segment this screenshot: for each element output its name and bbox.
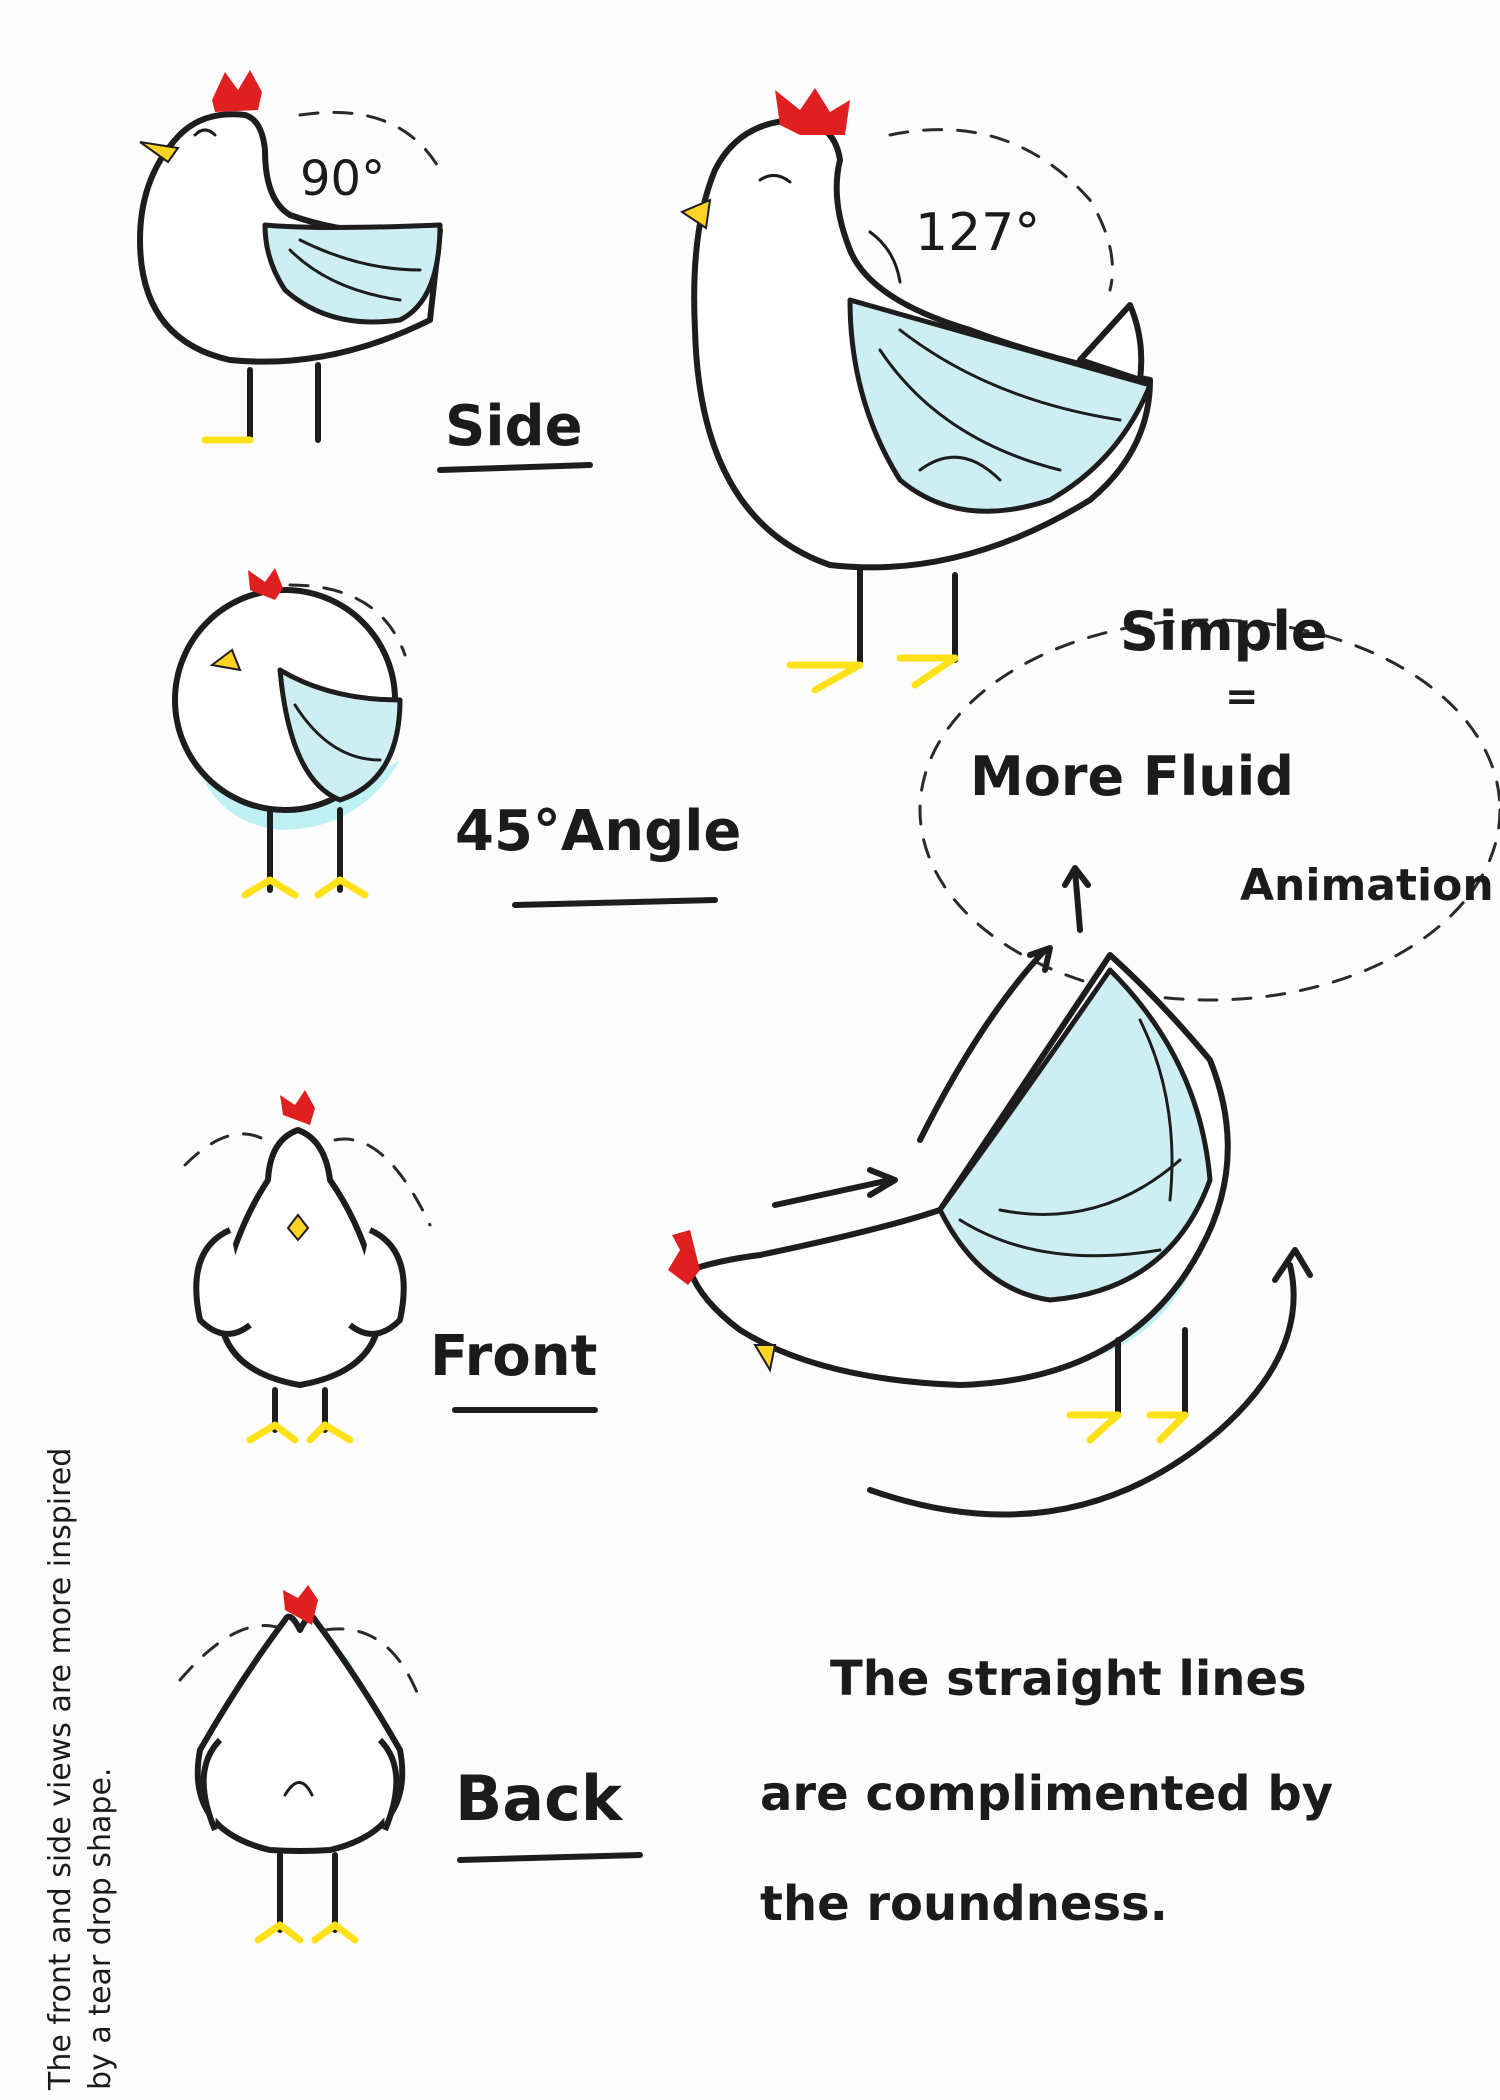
bubble-line-2: = xyxy=(1225,674,1259,720)
chicken-side-large-angle-arc xyxy=(888,128,1114,292)
chicken-45-feet xyxy=(241,876,369,899)
thought-bubble: Simple = More Fluid Animation xyxy=(918,600,1500,1002)
label-side: Side xyxy=(445,394,583,459)
chicken-animated-wing xyxy=(937,967,1213,1303)
chicken-front-legs xyxy=(272,1387,328,1433)
label-front: Front xyxy=(430,1324,597,1389)
chicken-animated-feet xyxy=(1066,1411,1189,1444)
chicken-back-left-wing xyxy=(200,1737,223,1832)
chicken-front-comb xyxy=(280,1090,315,1125)
chicken-animated-legs xyxy=(1115,1327,1188,1418)
chicken-45-angle-arc xyxy=(288,583,407,657)
chicken-front-right-wing xyxy=(348,1227,407,1337)
chicken-back-tail-mark xyxy=(283,1781,314,1797)
chicken-side-small-wing xyxy=(262,222,443,325)
chicken-back-feet xyxy=(254,1921,359,1944)
chicken-back xyxy=(178,1585,422,1944)
chicken-animated-comb xyxy=(668,1230,700,1285)
bubble-line-3: More Fluid xyxy=(970,745,1294,808)
chicken-side-large-comb xyxy=(775,88,850,135)
chicken-front xyxy=(183,1090,432,1444)
chicken-front-left-wing xyxy=(193,1227,252,1337)
chicken-back-body xyxy=(194,1613,406,1854)
chicken-animated-arrow-back xyxy=(917,945,1053,1143)
chicken-side-small-legs xyxy=(247,362,321,443)
chicken-side-small: 90° xyxy=(137,70,443,444)
note-bottom-right-line-2: are complimented by xyxy=(760,1766,1333,1822)
note-bottom-right: The straight lines are complimented by t… xyxy=(760,1651,1333,1932)
chicken-side-large-angle-label: 127° xyxy=(915,203,1040,263)
chicken-45-angle xyxy=(172,568,407,899)
chicken-side-small-angle-arc xyxy=(298,110,442,172)
label-45-angle: 45°Angle xyxy=(455,799,741,864)
note-margin-line-2: by a tear drop shape. xyxy=(83,1768,118,2090)
chicken-45-comb xyxy=(248,568,283,600)
chicken-45-feather-lines xyxy=(293,703,382,762)
chicken-side-large-tail xyxy=(1077,302,1145,383)
chicken-side-large-feet xyxy=(786,654,959,694)
chicken-side-large-eye xyxy=(758,174,792,184)
chicken-animated-pose xyxy=(668,865,1313,1518)
note-margin-line-1: The front and side views are more inspir… xyxy=(43,1448,78,2091)
chicken-side-large-angle-tick xyxy=(868,230,902,284)
chicken-back-guide-arc xyxy=(178,1624,422,1702)
note-margin: The front and side views are more inspir… xyxy=(43,1448,118,2091)
chicken-animated-feather-lines xyxy=(958,1018,1182,1258)
chicken-back-legs xyxy=(277,1852,338,1933)
chicken-back-comb xyxy=(283,1585,318,1625)
chicken-side-large-legs xyxy=(857,567,958,668)
chicken-side-large-wing xyxy=(847,297,1153,514)
chicken-front-guide-arc xyxy=(183,1132,432,1227)
chicken-45-shading xyxy=(190,730,400,830)
chicken-side-small-eye xyxy=(193,128,217,137)
chicken-side-small-feather-lines xyxy=(288,238,422,302)
chicken-45-beak xyxy=(209,648,242,672)
note-bottom-right-line-3: the roundness. xyxy=(760,1876,1168,1932)
bubble-line-1: Simple xyxy=(1120,600,1327,663)
thought-bubble-outline xyxy=(918,618,1500,1002)
chicken-back-right-wing xyxy=(377,1737,400,1832)
chicken-side-small-comb xyxy=(212,70,262,112)
label-back-underline xyxy=(457,1852,643,1863)
chicken-front-feet xyxy=(246,1421,354,1444)
chicken-front-body xyxy=(216,1127,384,1388)
label-side-underline xyxy=(437,462,593,473)
bubble-line-4: Animation xyxy=(1240,860,1494,911)
chicken-animated-arrow-sweep xyxy=(867,1247,1313,1518)
note-bottom-right-line-1: The straight lines xyxy=(830,1651,1307,1707)
chicken-side-small-angle-label: 90° xyxy=(300,151,385,207)
chicken-side-small-beak xyxy=(139,141,180,164)
label-back: Back xyxy=(455,1762,624,1835)
chicken-animated-arrow-up xyxy=(1062,865,1091,933)
chicken-animated-beak xyxy=(753,1344,777,1373)
chicken-side-large-beak xyxy=(679,198,712,230)
label-45-angle-underline xyxy=(512,897,718,908)
chicken-45-wing xyxy=(277,667,403,803)
chicken-side-large-feather-lines xyxy=(878,328,1122,482)
chicken-front-beak xyxy=(286,1213,310,1242)
chicken-side-large: 127° xyxy=(679,88,1153,694)
chicken-animated-arrow-neck xyxy=(772,1167,898,1208)
